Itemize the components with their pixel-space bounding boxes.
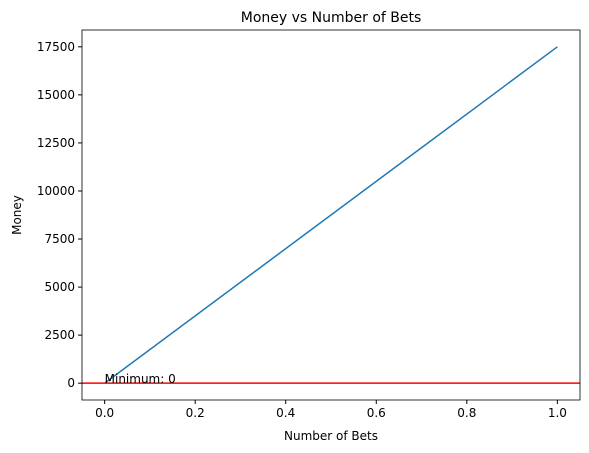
x-tick-label: 1.0: [548, 406, 567, 420]
chart-title: Money vs Number of Bets: [241, 10, 422, 26]
y-tick-label: 15000: [37, 88, 75, 102]
y-tick-label: 12500: [37, 136, 75, 150]
y-tick-label: 7500: [44, 232, 75, 246]
annotation: Minimum: 0: [105, 372, 176, 386]
x-tick-label: 0.8: [457, 406, 476, 420]
data-line: [104, 46, 558, 384]
y-tick-label: 10000: [37, 184, 75, 198]
y-tick-label: 5000: [44, 280, 75, 294]
x-tick-label: 0.2: [186, 406, 205, 420]
x-tick-label: 0.6: [367, 406, 386, 420]
y-tick-label: 2500: [44, 328, 75, 342]
plot-frame: [81, 29, 581, 401]
x-tick-label: 0.4: [276, 406, 295, 420]
x-tick-label: 0.0: [95, 406, 114, 420]
x-axis-label: Number of Bets: [284, 429, 378, 443]
y-tick-label: 17500: [37, 40, 75, 54]
y-axis-label: Money: [10, 195, 24, 235]
y-tick-label: 0: [67, 376, 75, 390]
